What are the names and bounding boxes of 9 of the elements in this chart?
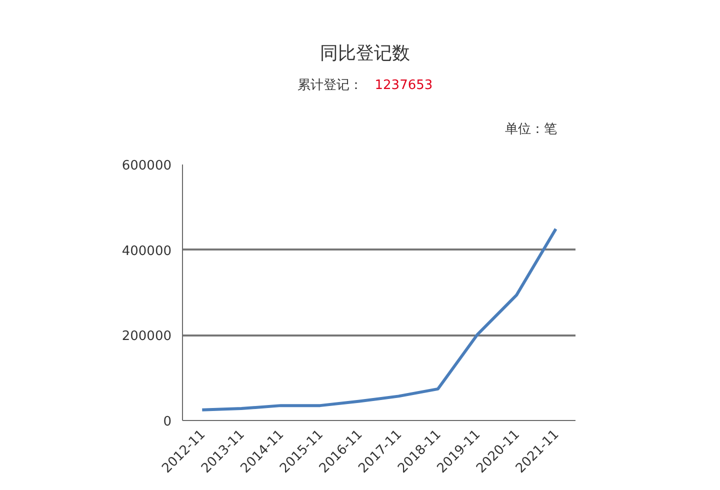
y-tick-label: 400000 <box>122 244 172 259</box>
y-tick-label: 0 <box>163 414 172 430</box>
text: 单位：笔 <box>504 121 557 139</box>
y-tick-label: 200000 <box>122 329 172 344</box>
chart-subtitle: 累计登记： <box>297 78 362 93</box>
line-series <box>200 227 558 412</box>
text: 1237653 <box>374 78 433 93</box>
y-tick-label: 600000 <box>122 158 172 174</box>
chart-title: 同比登记数 <box>319 42 411 66</box>
